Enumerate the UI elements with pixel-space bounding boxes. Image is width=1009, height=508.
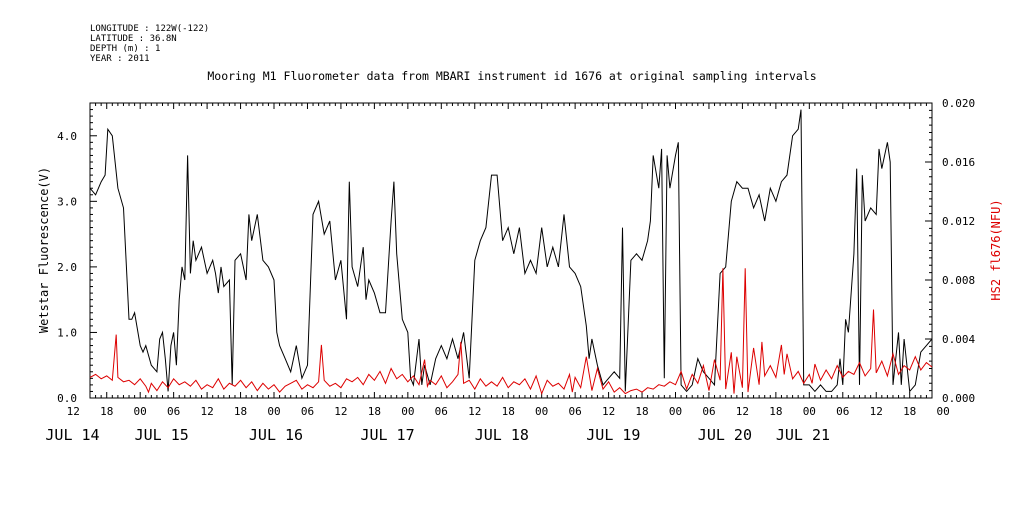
y-left-tick-label: 4.0 (57, 130, 77, 143)
x-hour-tick-label: 06 (569, 405, 582, 418)
y-right-tick-label: 0.020 (942, 97, 975, 110)
x-day-label: JUL 17 (360, 426, 414, 444)
x-hour-tick-label: 12 (200, 405, 213, 418)
x-day-label: JUL 18 (475, 426, 529, 444)
x-hour-tick-label: 00 (267, 405, 280, 418)
x-hour-tick-label: 06 (702, 405, 715, 418)
x-hour-tick-label: 12 (870, 405, 883, 418)
header-latitude: LATITUDE : 36.8N (90, 34, 177, 44)
y-left-tick-label: 2.0 (57, 261, 77, 274)
x-hour-tick-label: 18 (100, 405, 113, 418)
y-right-tick-label: 0.016 (942, 156, 975, 169)
x-day-label: JUL 14 (45, 426, 99, 444)
y-axis-left-label: Wetstar Fluorescence(V) (37, 167, 51, 333)
y-left-tick-label: 0.0 (57, 392, 77, 405)
x-hour-tick-label: 18 (903, 405, 916, 418)
x-hour-tick-label: 00 (134, 405, 147, 418)
x-day-label: JUL 15 (135, 426, 189, 444)
x-hour-tick-label: 18 (635, 405, 648, 418)
chart-title: Mooring M1 Fluorometer data from MBARI i… (207, 69, 816, 83)
y-axis-right-label: HS2 fl676(NFU) (989, 199, 1003, 300)
x-hour-tick-label: 18 (234, 405, 247, 418)
x-hour-tick-label: 06 (836, 405, 849, 418)
y-left-tick-label: 3.0 (57, 195, 77, 208)
header-year: YEAR : 2011 (90, 54, 150, 64)
plot-layer: 12 18 00 06 12 18 00 06 12 18 00 06 12 18 00 06 12 18 00 06… (45, 97, 975, 444)
x-hour-tick-label: 00 (535, 405, 548, 418)
x-hour-tick-label: 12 (602, 405, 615, 418)
x-hour-tick-label: 12 (67, 405, 80, 418)
y-right-tick-label: 0.008 (942, 274, 975, 287)
header-info: LONGITUDE : 122W(-122) LATITUDE : 36.8N … (90, 24, 209, 64)
header-longitude: LONGITUDE : 122W(-122) (90, 24, 209, 34)
y-right-tick-label: 0.000 (942, 392, 975, 405)
x-hour-tick-label: 18 (502, 405, 515, 418)
series-hs2-fl676-line (89, 268, 933, 396)
series-wetstar-fluorescence-line (89, 109, 933, 393)
x-hour-tick-label: 12 (468, 405, 481, 418)
x-hour-tick-label: 18 (368, 405, 381, 418)
x-hour-tick-label: 06 (301, 405, 314, 418)
x-day-label: JUL 16 (249, 426, 303, 444)
y-right-tick-label: 0.004 (942, 333, 975, 346)
x-hour-tick-label: 12 (736, 405, 749, 418)
x-hour-tick-label: 00 (401, 405, 414, 418)
x-day-label: JUL 21 (776, 426, 830, 444)
header-depth: DEPTH (m) : 1 (90, 44, 160, 54)
x-hour-tick-label: 00 (803, 405, 816, 418)
x-hour-tick-label: 06 (435, 405, 448, 418)
x-hour-tick-label: 06 (167, 405, 180, 418)
y-right-tick-label: 0.012 (942, 215, 975, 228)
y-left-tick-label: 1.0 (57, 326, 77, 339)
plot-frame (89, 102, 933, 399)
x-hour-tick-label: 18 (769, 405, 782, 418)
x-hour-tick-label: 00 (669, 405, 682, 418)
x-hour-tick-label: 12 (334, 405, 347, 418)
x-day-label: JUL 20 (698, 426, 752, 444)
x-hour-tick-label: 00 (937, 405, 950, 418)
x-day-label: JUL 19 (586, 426, 640, 444)
